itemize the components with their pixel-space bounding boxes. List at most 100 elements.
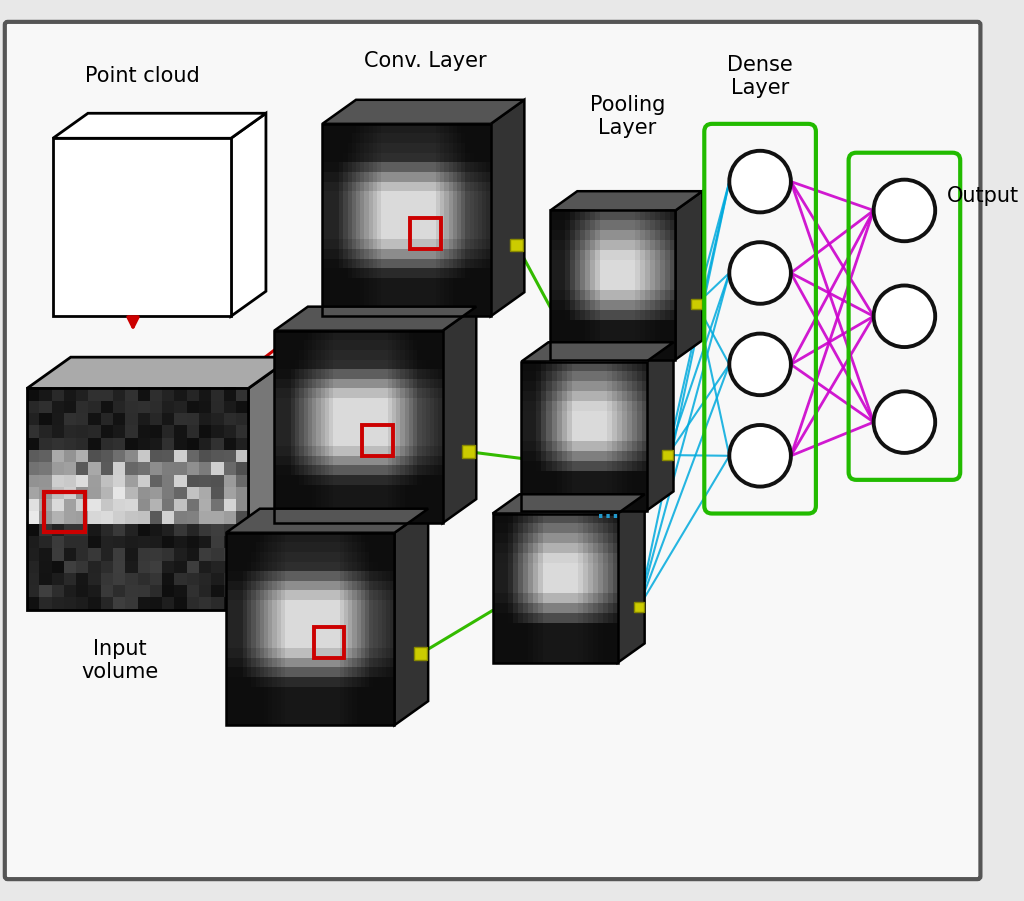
Bar xyxy=(260,551,265,561)
Bar xyxy=(578,562,584,573)
Bar xyxy=(327,638,333,648)
Point xyxy=(151,202,167,216)
Point xyxy=(142,183,159,197)
Bar xyxy=(556,440,562,451)
Bar xyxy=(335,277,340,287)
Bar xyxy=(226,618,231,629)
Bar xyxy=(592,440,597,451)
Bar xyxy=(428,171,433,182)
Point xyxy=(88,192,104,206)
Bar xyxy=(434,416,439,427)
Bar xyxy=(371,359,376,369)
Bar xyxy=(321,378,326,388)
Point xyxy=(143,215,160,230)
Bar xyxy=(378,532,383,542)
Bar xyxy=(518,632,523,642)
Bar xyxy=(226,551,231,561)
Bar xyxy=(598,542,604,553)
Bar xyxy=(63,449,77,462)
Bar xyxy=(331,200,336,211)
Bar xyxy=(332,609,337,619)
Point xyxy=(100,137,117,151)
Bar xyxy=(295,406,300,417)
Bar xyxy=(418,330,423,341)
Bar xyxy=(365,647,371,658)
Bar xyxy=(51,511,65,523)
Bar xyxy=(211,437,224,450)
Bar xyxy=(264,705,269,715)
Point xyxy=(120,227,136,241)
Bar xyxy=(354,349,359,359)
Bar xyxy=(655,329,662,340)
Bar xyxy=(622,410,628,421)
Bar xyxy=(365,268,370,278)
Bar xyxy=(636,289,641,300)
Bar xyxy=(418,484,423,495)
Bar xyxy=(264,551,269,561)
Bar xyxy=(352,180,357,191)
Bar xyxy=(434,484,439,495)
Point xyxy=(120,200,136,214)
Bar xyxy=(398,258,403,268)
Bar xyxy=(274,455,280,466)
Bar xyxy=(310,714,315,725)
Bar xyxy=(470,239,475,249)
Bar xyxy=(323,210,328,220)
Bar xyxy=(347,171,352,182)
Bar xyxy=(289,618,295,629)
Point xyxy=(93,255,110,269)
Bar xyxy=(597,470,602,481)
Bar xyxy=(247,589,252,600)
Bar xyxy=(325,359,330,369)
Point xyxy=(121,213,137,227)
Bar xyxy=(268,618,273,629)
Bar xyxy=(279,474,284,485)
Bar xyxy=(371,455,376,466)
Bar xyxy=(400,416,406,427)
Bar xyxy=(398,210,403,220)
Bar xyxy=(365,287,370,297)
Bar xyxy=(407,248,412,259)
Bar xyxy=(289,570,295,581)
Bar xyxy=(162,523,175,536)
Bar xyxy=(655,349,662,359)
Point xyxy=(152,236,168,250)
Bar xyxy=(331,219,336,230)
Bar xyxy=(538,592,544,603)
Bar xyxy=(310,560,315,571)
Bar xyxy=(572,622,579,633)
Bar xyxy=(174,400,187,413)
Bar xyxy=(400,484,406,495)
Bar xyxy=(390,570,395,581)
Bar xyxy=(369,210,374,220)
Bar xyxy=(294,696,299,706)
Point xyxy=(103,180,120,195)
Bar xyxy=(553,612,559,623)
Bar xyxy=(369,161,374,172)
Bar xyxy=(382,589,387,600)
Bar xyxy=(532,592,539,603)
Bar xyxy=(234,714,240,725)
Bar xyxy=(593,622,599,633)
Bar xyxy=(636,339,641,350)
Bar xyxy=(350,387,355,398)
Bar xyxy=(575,329,582,340)
Bar xyxy=(367,484,372,495)
Bar xyxy=(380,349,385,359)
Bar xyxy=(409,494,414,504)
Bar xyxy=(306,657,311,668)
Point xyxy=(144,205,161,219)
Bar xyxy=(586,289,591,300)
Bar xyxy=(352,589,357,600)
Bar xyxy=(470,219,475,230)
Bar xyxy=(236,596,249,610)
Bar xyxy=(426,445,431,456)
Bar xyxy=(538,552,544,563)
Bar xyxy=(527,622,534,633)
Bar xyxy=(586,210,591,221)
Bar xyxy=(113,596,126,610)
Point xyxy=(91,265,108,279)
Bar xyxy=(298,657,303,668)
Bar xyxy=(354,474,359,485)
Bar xyxy=(370,532,375,542)
